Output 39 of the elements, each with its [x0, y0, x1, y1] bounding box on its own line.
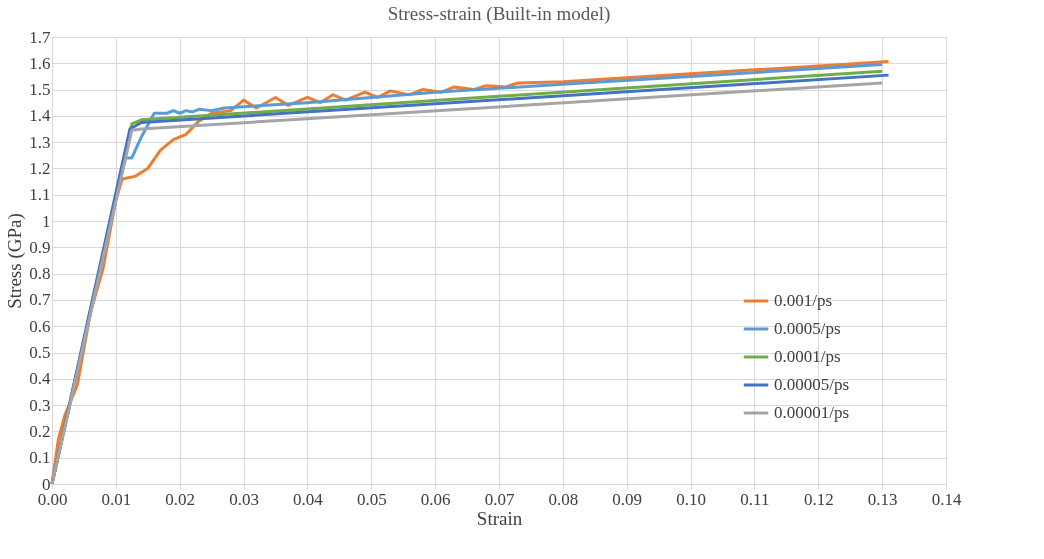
y-tick-label: 0.1 [29, 448, 51, 468]
legend-label: 0.0005/ps [774, 319, 841, 338]
y-tick-label: 0.6 [29, 316, 51, 336]
y-tick-label: 1.5 [29, 80, 51, 100]
y-tick-label: 1.4 [29, 106, 51, 126]
x-tick-label: 0.03 [229, 489, 259, 509]
y-tick-label: 1.2 [29, 158, 51, 178]
y-tick-label: 0.8 [29, 264, 51, 284]
y-tick-label: 0.3 [29, 395, 51, 415]
y-axis-title: Stress (GPa) [4, 213, 27, 309]
y-tick-label: 0.9 [29, 237, 51, 257]
x-tick-label: 0.05 [356, 489, 387, 509]
legend-label: 0.00005/ps [774, 375, 850, 394]
legend-label: 0.00001/ps [774, 403, 850, 422]
x-tick-label: 0.14 [931, 489, 962, 509]
x-tick-label: 0.08 [548, 489, 579, 509]
x-tick-label: 0.11 [740, 489, 770, 509]
chart-title: Stress-strain (Built-in model) [387, 3, 611, 25]
y-tick-label: 1.7 [29, 27, 51, 47]
x-axis-title: Strain [476, 507, 523, 529]
x-tick-label: 0.13 [867, 489, 898, 509]
x-tick-label: 0.07 [484, 489, 515, 509]
x-tick-label: 0.12 [803, 489, 834, 509]
x-tick-label: 0.01 [101, 489, 132, 509]
y-tick-label: 1.3 [29, 132, 51, 152]
y-tick-label: 1.6 [29, 53, 51, 73]
y-tick-label: 0.5 [29, 343, 51, 363]
y-tick-label: 0.7 [29, 290, 51, 310]
y-tick-label: 0.4 [29, 369, 51, 389]
legend-label: 0.001/ps [774, 291, 833, 310]
x-tick-label: 0.10 [676, 489, 706, 509]
x-tick-label: 0.02 [165, 489, 196, 509]
y-tick-label: 1.1 [29, 185, 51, 205]
x-tick-label: 0.04 [293, 489, 324, 509]
x-tick-label: 0.09 [612, 489, 643, 509]
x-tick-label: 0.06 [420, 489, 451, 509]
y-tick-label: 0.2 [29, 421, 51, 441]
y-tick-label: 1 [42, 211, 51, 231]
legend-label: 0.0001/ps [774, 347, 841, 366]
